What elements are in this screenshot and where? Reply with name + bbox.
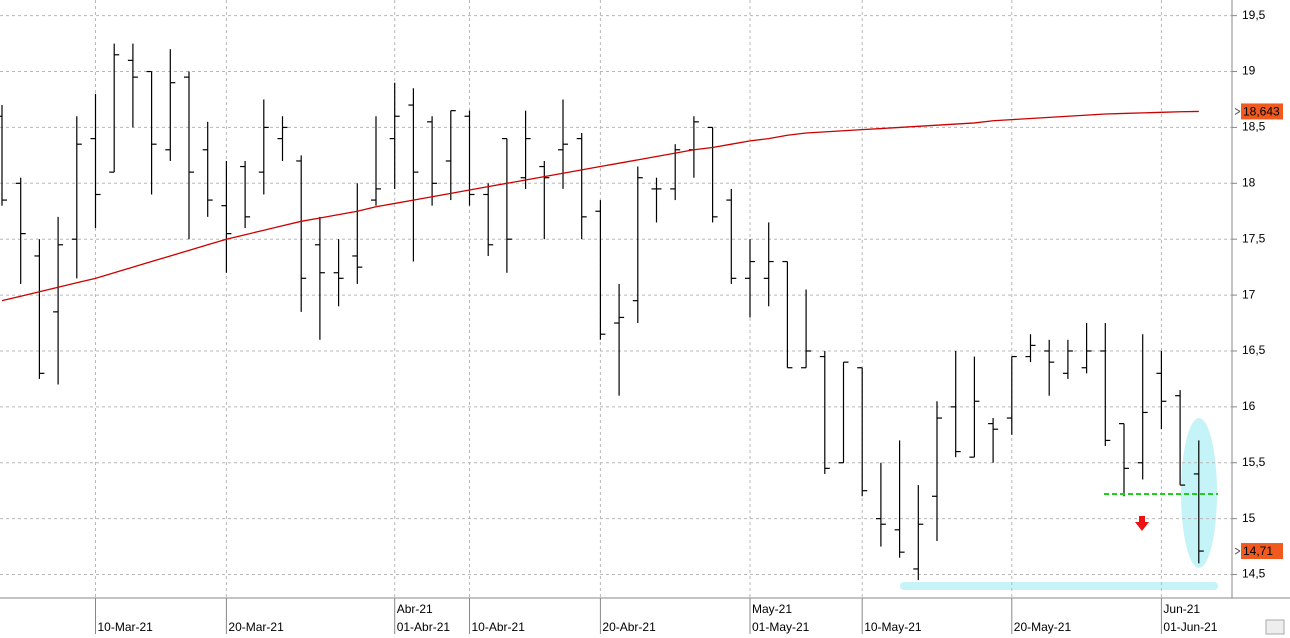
x-tick-label: 20-May-21 bbox=[1014, 620, 1072, 634]
month-label: Abr-21 bbox=[397, 602, 433, 616]
y-tick-label: 18 bbox=[1242, 175, 1256, 189]
last-value-arrow bbox=[1234, 108, 1241, 115]
y-tick-label: 19,5 bbox=[1242, 8, 1266, 22]
moving-average bbox=[1, 110, 1199, 302]
y-tick-label: 18,5 bbox=[1242, 120, 1266, 134]
y-tick-label: 14,5 bbox=[1242, 567, 1266, 581]
labels: 14,5 15 15,5 16 16,5 17 17,5 18 18,5 19 19,5 10-Mar… bbox=[95, 8, 1283, 634]
marks bbox=[0, 43, 1204, 581]
x-tick-label: 10-Mar-21 bbox=[98, 620, 154, 634]
last-value-box bbox=[1241, 103, 1283, 120]
x-tick-label: 10-May-21 bbox=[864, 620, 922, 634]
x-tick-label: 10-Abr-21 bbox=[472, 620, 526, 634]
x-tick-label: 01-Abr-21 bbox=[397, 620, 451, 634]
y-tick-label: 15,5 bbox=[1242, 455, 1266, 469]
last-value-arrow bbox=[1234, 547, 1241, 555]
y-tick-label: 19 bbox=[1242, 64, 1256, 78]
highlight-band bbox=[900, 582, 1218, 590]
down-arrow bbox=[1135, 516, 1149, 531]
last-value-label: 14,71 bbox=[1243, 544, 1273, 558]
grid bbox=[0, 0, 1232, 598]
corner-icon bbox=[1265, 619, 1285, 635]
y-tick-label: 16,5 bbox=[1242, 343, 1266, 357]
month-label: Jun-21 bbox=[1163, 602, 1200, 616]
last-value-label: 18,643 bbox=[1243, 105, 1280, 119]
last-value-box bbox=[1241, 543, 1283, 560]
x-tick-label: 20-Abr-21 bbox=[602, 620, 656, 634]
x-tick-label: 20-Mar-21 bbox=[228, 620, 284, 634]
x-tick-label: 01-Jun-21 bbox=[1163, 620, 1217, 634]
y-tick-label: 17,5 bbox=[1242, 231, 1266, 245]
month-label: May-21 bbox=[752, 602, 792, 616]
x-tick-label: 01-May-21 bbox=[752, 620, 810, 634]
y-tick-label: 16 bbox=[1242, 399, 1256, 413]
annotations-front bbox=[1104, 493, 1218, 531]
annotations-back bbox=[900, 418, 1218, 590]
y-tick-label: 17 bbox=[1242, 287, 1256, 301]
y-tick-label: 15 bbox=[1242, 511, 1256, 525]
